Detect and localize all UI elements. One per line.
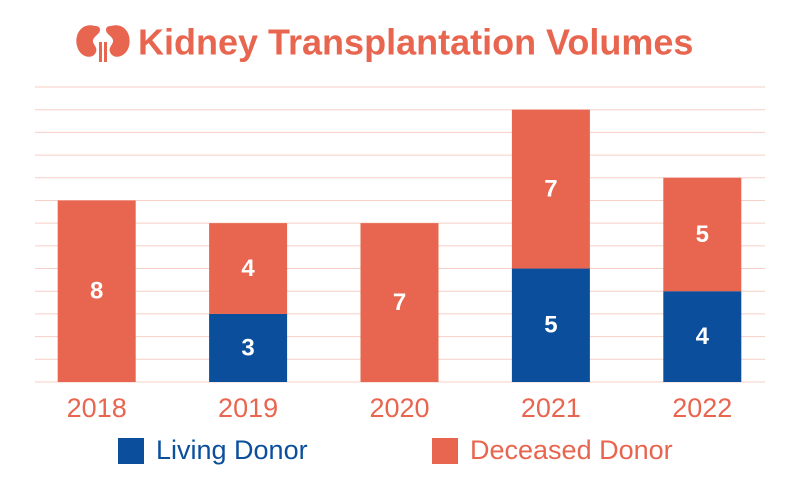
chart-title: Kidney Transplantation Volumes xyxy=(138,22,693,63)
data-label: 7 xyxy=(393,289,406,316)
data-label: 4 xyxy=(241,255,255,282)
bar-segment xyxy=(511,109,590,269)
kidney-icon xyxy=(76,25,130,62)
bar-segment xyxy=(663,291,742,382)
bar-segment xyxy=(209,223,288,314)
x-tick-label: 2020 xyxy=(369,393,429,423)
bar-segment xyxy=(57,200,136,382)
bar-segment xyxy=(209,313,288,382)
legend-label: Deceased Donor xyxy=(470,435,673,465)
x-tick-label: 2021 xyxy=(521,393,581,423)
data-label: 7 xyxy=(544,175,557,202)
x-tick-label: 2018 xyxy=(67,393,127,423)
data-label: 4 xyxy=(696,323,710,350)
data-label: 3 xyxy=(241,334,254,361)
legend-label: Living Donor xyxy=(156,435,308,465)
legend-swatch xyxy=(118,438,144,464)
data-label: 5 xyxy=(696,221,709,248)
bar-segment xyxy=(511,268,590,382)
x-tick-label: 2019 xyxy=(218,393,278,423)
data-label: 5 xyxy=(544,312,557,339)
data-label: 8 xyxy=(90,278,103,305)
legend-swatch xyxy=(432,438,458,464)
bar-segment xyxy=(663,177,742,292)
bar-segment xyxy=(360,223,439,382)
x-tick-label: 2022 xyxy=(672,393,732,423)
